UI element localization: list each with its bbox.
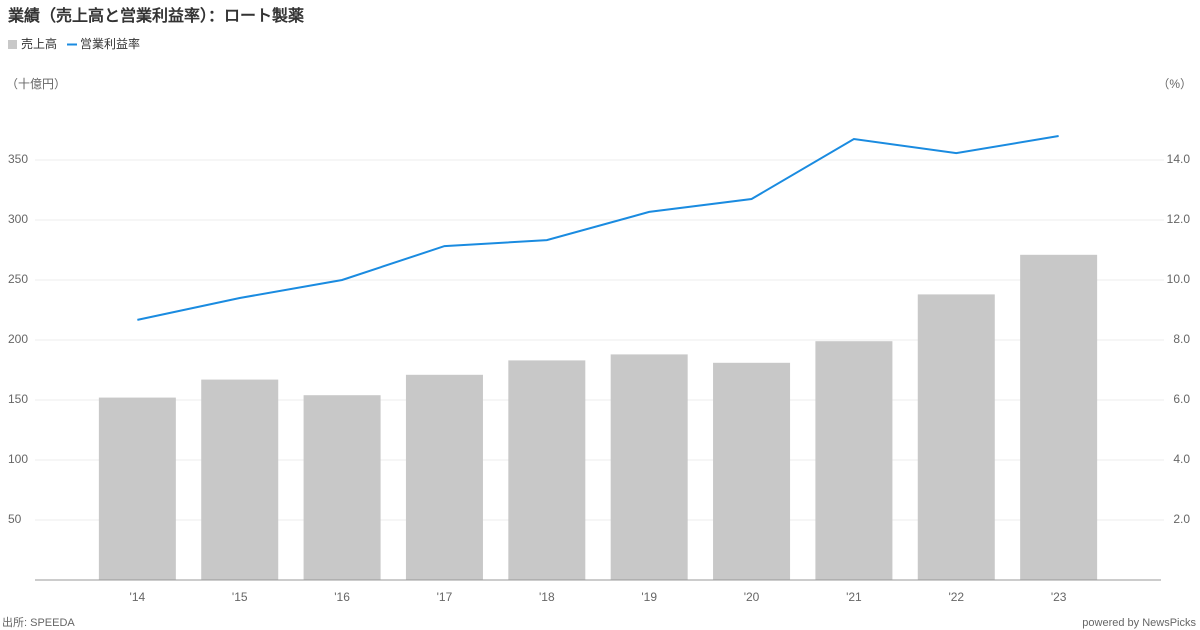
y-tick-label: 150 <box>8 392 28 406</box>
y2-unit: （%） <box>1157 77 1192 91</box>
y2-tick-label: 10.0 <box>1167 272 1191 286</box>
legend-swatch <box>8 40 17 49</box>
bar <box>201 379 279 580</box>
bar <box>508 360 586 580</box>
x-tick-label: '14 <box>130 590 146 604</box>
x-tick-label: '16 <box>334 590 350 604</box>
chart-title: 業績（売上高と営業利益率）：ロート製薬 <box>7 6 305 25</box>
bar <box>917 294 995 580</box>
x-tick-label: '15 <box>232 590 248 604</box>
y-tick-label: 350 <box>8 152 28 166</box>
x-tick-label: '20 <box>744 590 760 604</box>
y2-tick-label: 12.0 <box>1167 212 1191 226</box>
bar <box>405 374 483 580</box>
x-tick-label: '22 <box>948 590 964 604</box>
y2-tick-label: 6.0 <box>1173 392 1190 406</box>
bar <box>815 341 893 580</box>
y2-tick-label: 4.0 <box>1173 452 1190 466</box>
legend-label: 売上高 <box>21 36 57 51</box>
bar <box>98 397 176 580</box>
y-tick-label: 300 <box>8 212 28 226</box>
bar <box>1020 254 1098 581</box>
y-tick-label: 100 <box>8 452 28 466</box>
bar <box>610 354 688 580</box>
y-tick-label: 250 <box>8 272 28 286</box>
legend-label: 営業利益率 <box>80 36 140 51</box>
line <box>137 135 1059 321</box>
y2-tick-label: 8.0 <box>1173 332 1190 346</box>
bar <box>713 362 791 580</box>
x-tick-label: '21 <box>846 590 862 604</box>
x-tick-label: '23 <box>1051 590 1067 604</box>
x-tick-label: '18 <box>539 590 555 604</box>
source: 出所: SPEEDA <box>2 615 75 629</box>
bar <box>303 395 381 580</box>
x-tick-label: '17 <box>437 590 453 604</box>
y2-tick-label: 2.0 <box>1173 512 1190 526</box>
credit: powered by NewsPicks <box>1082 617 1196 629</box>
y-tick-label: 50 <box>8 512 22 526</box>
y-unit: （十億円） <box>6 77 66 91</box>
x-tick-label: '19 <box>641 590 657 604</box>
y2-tick-label: 14.0 <box>1167 152 1191 166</box>
y-tick-label: 200 <box>8 332 28 346</box>
